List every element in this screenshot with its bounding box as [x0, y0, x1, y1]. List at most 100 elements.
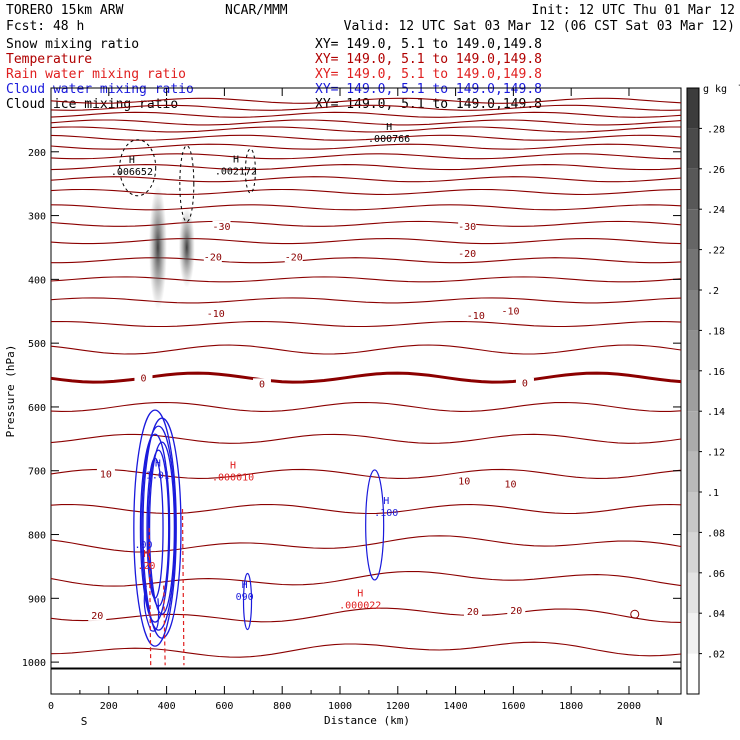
x-axis-title: Distance (km) — [324, 714, 410, 727]
north-label: N — [656, 715, 663, 728]
max-value: .002172 — [215, 166, 257, 177]
snow-shading — [148, 185, 195, 310]
label-backing — [455, 475, 474, 487]
colorbar-tick-label: .14 — [707, 407, 725, 418]
y-tick-label: 400 — [28, 275, 46, 286]
colorbar-frame — [686, 87, 700, 695]
isotherm-line — [50, 164, 682, 171]
max-value: .006652 — [111, 167, 153, 178]
y-axis-title: Pressure (hPa) — [4, 345, 17, 438]
field-xy: XY= 149.0, 5.1 to 149.0,149.8 — [315, 82, 542, 97]
init-time: Init: 12 UTC Thu 01 Mar 12 — [532, 3, 736, 18]
isotherm-label: 10 — [458, 476, 470, 487]
colorbar-units-exp: -1 — [737, 80, 740, 91]
x-tick-label: 200 — [100, 701, 118, 712]
max-marker: H — [386, 122, 392, 133]
isotherm-line — [50, 297, 682, 304]
isotherm-line — [50, 220, 682, 227]
field-name: Cloud ice mixing ratio — [6, 97, 178, 112]
cloud-water-contour — [133, 409, 177, 647]
contour-labels: -30 -30 -20 -20 -20 -10 -10 -10 0 0 0 10 10 10 20 20 20 H… — [88, 122, 534, 622]
isotherm-line — [50, 204, 682, 211]
colorbar-bin — [687, 370, 699, 412]
colorbar-tick-label: .26 — [707, 165, 725, 176]
max-marker: H — [242, 580, 248, 591]
isotherm-label: 20 — [510, 606, 522, 617]
mixing-ratio-contours — [119, 139, 640, 666]
isotherm-label: -10 — [207, 309, 225, 320]
valid-time: Valid: 12 UTC Sat 03 Mar 12 (06 CST Sat … — [344, 19, 735, 34]
y-tick-label: 600 — [28, 403, 46, 414]
isotherm-line — [50, 607, 682, 623]
colorbar-bin — [687, 532, 699, 573]
field-name: Snow mixing ratio — [6, 37, 139, 52]
label-backing — [515, 377, 534, 389]
colorbar-tick-label: .12 — [707, 448, 725, 459]
isotherm-label: 0 — [522, 379, 528, 390]
colorbar-tick-label: .22 — [707, 246, 725, 257]
isotherm-label: -20 — [285, 252, 303, 263]
snow-column — [178, 207, 195, 288]
y-tick-label: 1000 — [22, 658, 46, 669]
colorbar-tick-label: .28 — [707, 124, 725, 135]
cloud-water-contour — [141, 425, 176, 631]
label-backing — [88, 609, 107, 621]
forecast-hour: Fcst: 48 h — [6, 19, 84, 34]
field-name: Rain water mixing ratio — [6, 67, 186, 82]
max-value: 090 — [236, 592, 254, 603]
colorbar-bin — [687, 492, 699, 533]
label-backing — [466, 310, 485, 322]
y-tick-label: 800 — [28, 531, 46, 542]
label-backing — [252, 378, 271, 390]
center-title: NCAR/MMM — [225, 3, 288, 18]
max-marker: H — [143, 549, 149, 560]
isotherm-line — [50, 641, 682, 658]
x-tick-label: 1200 — [386, 701, 410, 712]
colorbar-bin — [687, 411, 699, 452]
isotherm-line — [51, 257, 682, 264]
max-value: .100 — [374, 508, 398, 519]
colorbar-tick-label: .04 — [707, 609, 725, 620]
cloud-water-contour — [143, 585, 160, 632]
ice-contour — [119, 139, 157, 197]
cloud-water-contour — [142, 417, 182, 639]
colorbar-bin — [687, 168, 699, 210]
isotherm-line — [50, 188, 682, 196]
colorbar-tick-label: .18 — [707, 326, 725, 337]
label-backing — [501, 305, 520, 317]
isotherm-label: -30 — [458, 222, 476, 233]
max-value: .000022 — [339, 601, 381, 612]
colorbar-bin — [687, 330, 699, 371]
snow-column — [148, 185, 167, 310]
field-xy: XY= 149.0, 5.1 to 149.0,149.8 — [315, 52, 542, 67]
colorbar-tick-label: .16 — [707, 367, 725, 378]
field-name: Cloud water mixing ratio — [6, 82, 194, 97]
label-backing — [203, 251, 222, 263]
isotherm-line — [50, 97, 682, 104]
x-tick-label: 1600 — [501, 701, 525, 712]
colorbar-tick-label: .02 — [707, 650, 725, 661]
cloud-water-contour — [365, 469, 385, 581]
colorbar-bin — [687, 653, 699, 694]
field-xy: XY= 149.0, 5.1 to 149.0,149.8 — [315, 37, 542, 52]
axes: 0 200 400 600 800 1000 1200 1400 1600 1800 2000200… — [22, 88, 681, 712]
isotherm-line — [50, 238, 682, 245]
cloud-water-contour — [139, 433, 171, 623]
isotherm-line — [50, 126, 681, 133]
field-xy: XY= 149.0, 5.1 to 149.0,149.8 — [315, 67, 542, 82]
isotherm-line — [50, 468, 682, 479]
max-marker: H — [155, 459, 161, 470]
x-tick-label: 1800 — [559, 701, 583, 712]
isotherm-line — [50, 134, 682, 141]
colorbar: .02 .04 .06 .08 .1 .12 .14 .16 .18 .2 .22 .24 .26 .28… — [686, 80, 740, 695]
isotherm-label: 0 — [140, 374, 146, 385]
isotherm-label: -10 — [501, 307, 519, 318]
isotherm-label: 20 — [467, 607, 479, 618]
max-marker: H — [357, 589, 363, 600]
field-legend: Snow mixing ratio XY= 149.0, 5.1 to 149.0… — [6, 37, 542, 112]
max-value: .000010 — [212, 472, 254, 483]
isotherm-line — [50, 320, 682, 328]
label-backing — [458, 220, 477, 232]
y-tick-label: 200 — [28, 148, 46, 159]
